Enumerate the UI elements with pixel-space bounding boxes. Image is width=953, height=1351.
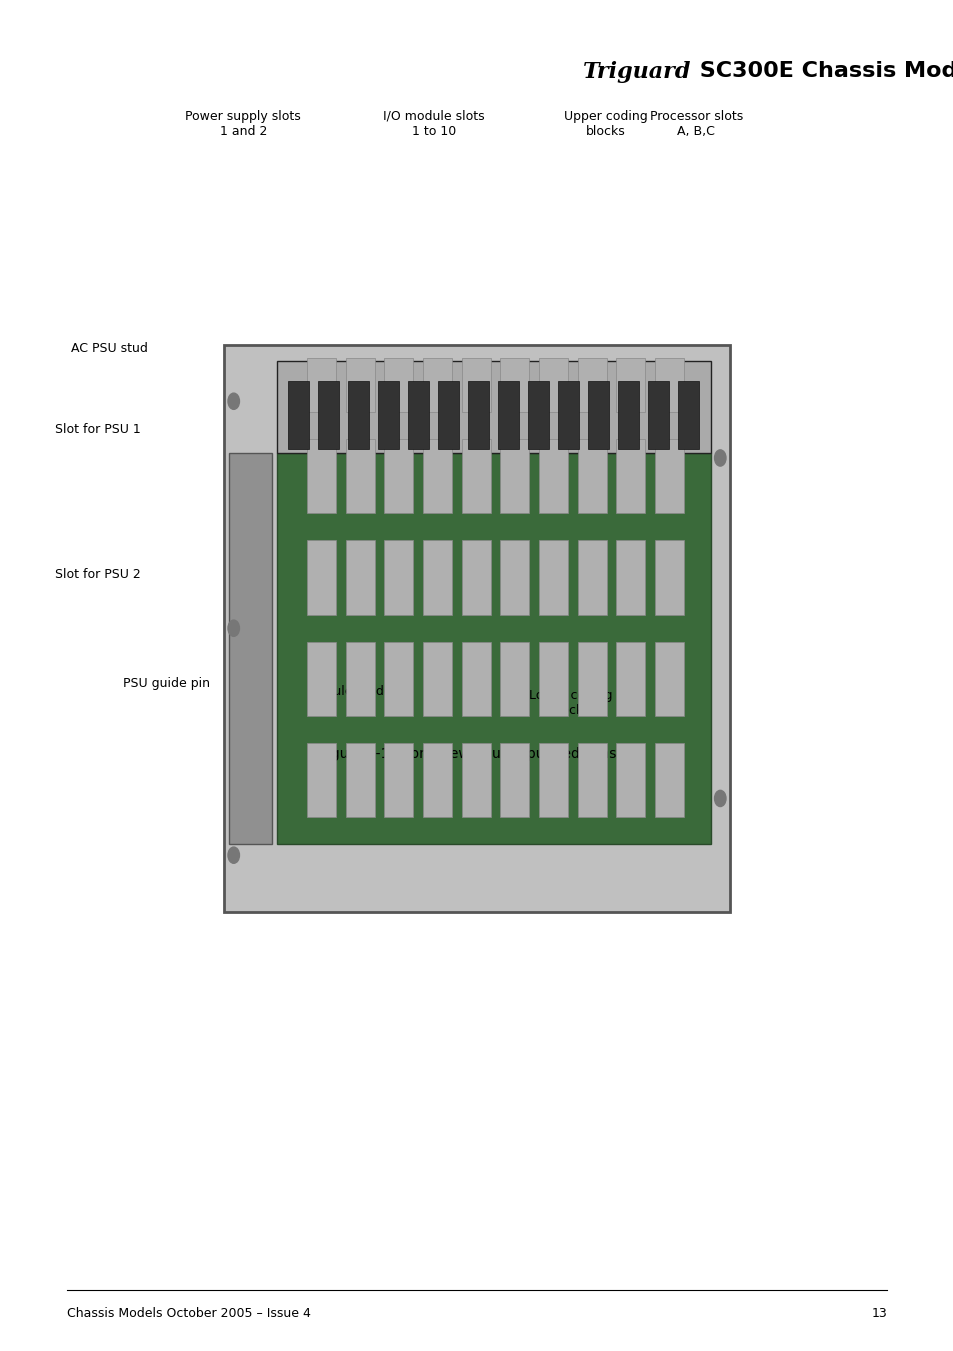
Bar bbox=[345, 540, 375, 615]
Bar bbox=[461, 439, 490, 513]
Bar bbox=[558, 381, 578, 449]
Text: Module guides: Module guides bbox=[307, 685, 398, 698]
Bar bbox=[422, 439, 452, 513]
Bar bbox=[384, 642, 413, 716]
Bar bbox=[288, 381, 309, 449]
Bar bbox=[461, 642, 490, 716]
Bar bbox=[384, 439, 413, 513]
Bar bbox=[384, 358, 413, 412]
Text: Triguard: Triguard bbox=[582, 61, 691, 82]
Bar bbox=[538, 358, 567, 412]
Bar bbox=[654, 642, 683, 716]
Bar bbox=[348, 381, 369, 449]
Bar bbox=[437, 381, 458, 449]
Bar bbox=[577, 540, 606, 615]
Bar bbox=[468, 381, 489, 449]
Bar bbox=[276, 361, 710, 453]
Bar bbox=[384, 743, 413, 817]
Bar bbox=[276, 453, 710, 844]
Bar bbox=[618, 381, 639, 449]
Text: Slot for PSU 2: Slot for PSU 2 bbox=[55, 567, 141, 581]
Text: Upper coding
blocks: Upper coding blocks bbox=[563, 109, 647, 138]
Bar bbox=[384, 540, 413, 615]
Bar bbox=[527, 381, 548, 449]
Bar bbox=[654, 540, 683, 615]
Circle shape bbox=[714, 790, 725, 807]
Text: Chassis Models October 2005 – Issue 4: Chassis Models October 2005 – Issue 4 bbox=[67, 1306, 311, 1320]
Bar bbox=[307, 642, 335, 716]
Bar bbox=[577, 358, 606, 412]
Bar bbox=[499, 743, 529, 817]
Bar bbox=[577, 743, 606, 817]
Bar bbox=[647, 381, 668, 449]
Bar bbox=[461, 358, 490, 412]
Bar bbox=[307, 743, 335, 817]
Circle shape bbox=[228, 620, 239, 636]
Bar bbox=[616, 642, 644, 716]
Bar bbox=[461, 743, 490, 817]
Bar bbox=[587, 381, 608, 449]
Bar bbox=[317, 381, 338, 449]
Text: SC300E Chassis Models: SC300E Chassis Models bbox=[691, 61, 953, 81]
Text: Figure 2-1. Front view of unpopulated chassis: Figure 2-1. Front view of unpopulated ch… bbox=[319, 747, 634, 761]
Bar bbox=[307, 439, 335, 513]
Bar bbox=[654, 439, 683, 513]
Circle shape bbox=[228, 393, 239, 409]
Bar bbox=[678, 381, 699, 449]
Circle shape bbox=[714, 450, 725, 466]
Bar bbox=[654, 358, 683, 412]
Text: Slot for PSU 1: Slot for PSU 1 bbox=[55, 423, 141, 436]
Bar bbox=[408, 381, 429, 449]
Bar bbox=[422, 358, 452, 412]
Bar bbox=[577, 439, 606, 513]
Bar bbox=[538, 439, 567, 513]
Text: Lower coding
blocks: Lower coding blocks bbox=[528, 689, 612, 717]
Bar bbox=[377, 381, 398, 449]
Bar bbox=[229, 453, 272, 844]
Bar bbox=[616, 743, 644, 817]
Text: 13: 13 bbox=[870, 1306, 886, 1320]
Text: Processor slots
A, B,C: Processor slots A, B,C bbox=[649, 109, 742, 138]
Bar bbox=[307, 358, 335, 412]
Bar bbox=[224, 345, 729, 912]
Bar bbox=[499, 439, 529, 513]
Text: PSU guide pin: PSU guide pin bbox=[123, 677, 211, 690]
Text: AC PSU stud: AC PSU stud bbox=[71, 342, 148, 355]
Bar bbox=[345, 439, 375, 513]
Circle shape bbox=[228, 847, 239, 863]
Bar bbox=[499, 642, 529, 716]
Bar bbox=[345, 743, 375, 817]
Bar bbox=[616, 358, 644, 412]
Bar bbox=[307, 540, 335, 615]
Bar bbox=[499, 358, 529, 412]
Bar bbox=[538, 743, 567, 817]
Bar bbox=[654, 743, 683, 817]
Text: I/O module slots
1 to 10: I/O module slots 1 to 10 bbox=[383, 109, 484, 138]
Bar bbox=[577, 642, 606, 716]
Bar bbox=[616, 439, 644, 513]
Text: Power supply slots
1 and 2: Power supply slots 1 and 2 bbox=[185, 109, 301, 138]
Bar bbox=[345, 358, 375, 412]
Bar bbox=[422, 642, 452, 716]
Bar bbox=[616, 540, 644, 615]
Bar bbox=[497, 381, 518, 449]
Bar bbox=[422, 540, 452, 615]
Bar bbox=[422, 743, 452, 817]
Bar bbox=[538, 540, 567, 615]
Bar bbox=[461, 540, 490, 615]
Bar bbox=[538, 642, 567, 716]
Bar bbox=[345, 642, 375, 716]
Bar bbox=[499, 540, 529, 615]
